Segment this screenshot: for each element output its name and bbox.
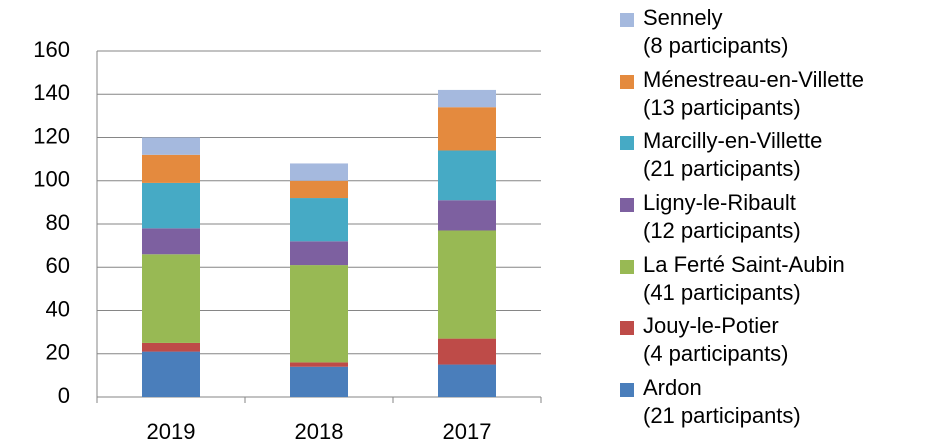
bar-segment xyxy=(142,254,200,343)
legend-label: Sennely (8 participants) xyxy=(643,5,789,58)
bar-segment xyxy=(438,200,496,231)
x-tick-label: 2018 xyxy=(295,419,344,444)
bar-segment xyxy=(438,89,496,108)
legend-label: Ardon (21 participants) xyxy=(643,375,801,429)
bar-segment xyxy=(290,265,348,363)
chart: 0 20 40 60 80 100 120 140 160 2019 2018 2017 xyxy=(33,37,542,444)
y-tick-label: 120 xyxy=(33,123,70,148)
y-tick-label: 160 xyxy=(33,37,70,62)
bar-segment xyxy=(290,241,348,266)
bar-segment xyxy=(290,362,348,367)
y-tick-label: 80 xyxy=(46,210,70,235)
bar-segment xyxy=(142,342,200,352)
bar-segment xyxy=(438,338,496,365)
legend-label: Marcilly-en-Villette (21 participants) xyxy=(643,128,823,182)
bar-segment xyxy=(142,351,200,397)
bar-segment xyxy=(142,228,200,255)
y-tick-label: 0 xyxy=(58,383,70,408)
y-tick-label: 140 xyxy=(33,80,70,105)
legend-swatch xyxy=(620,13,634,27)
bar-segment xyxy=(438,364,496,397)
legend-swatch xyxy=(620,74,634,89)
legend-label: Ménestreau-en-Villette (13 participants) xyxy=(643,66,864,120)
legend-swatch xyxy=(620,198,634,213)
x-tick-label: 2019 xyxy=(147,419,196,444)
y-tick-label: 100 xyxy=(33,167,70,192)
bar-segment xyxy=(438,230,496,339)
bar-segment xyxy=(142,182,200,229)
legend-label: Jouy-le-Potier (4 participants) xyxy=(643,313,789,367)
bar-segment xyxy=(142,137,200,155)
legend-swatch xyxy=(620,383,634,398)
y-tick-label: 40 xyxy=(46,296,70,321)
legend-swatch xyxy=(620,259,634,274)
legend-label: La Ferté Saint-Aubin (41 participants) xyxy=(643,251,845,305)
bar-segment xyxy=(142,154,200,183)
y-tick-label: 20 xyxy=(46,340,70,365)
bar-segment xyxy=(438,150,496,201)
legend-swatch xyxy=(620,136,634,151)
legend-swatch xyxy=(620,321,634,336)
x-tick-label: 2017 xyxy=(443,419,492,444)
y-tick-label: 60 xyxy=(46,253,70,278)
bar-segment xyxy=(290,366,348,397)
bar-segment xyxy=(438,107,496,151)
bar-segment xyxy=(290,180,348,199)
legend-label: Ligny-le-Ribault (12 participants) xyxy=(643,190,801,244)
bar-segment xyxy=(290,198,348,242)
bar-segment xyxy=(290,163,348,181)
